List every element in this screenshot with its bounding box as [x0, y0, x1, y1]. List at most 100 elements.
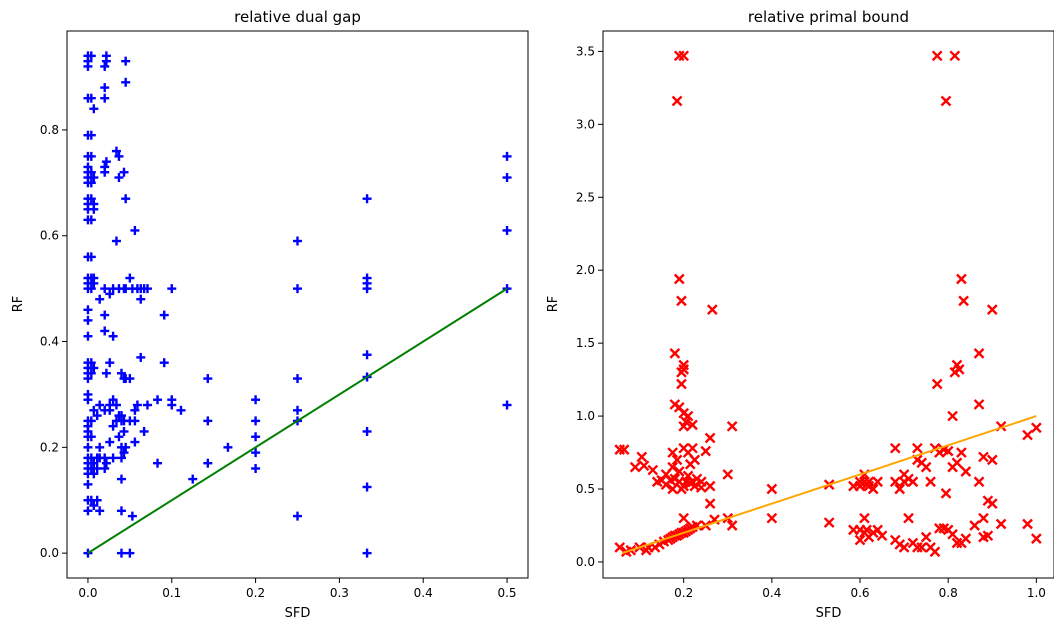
primal-bound-data-point [925, 476, 936, 488]
dual-gap-data-point [86, 51, 96, 61]
dual-gap-data-point [108, 421, 118, 431]
dual-gap-data-point [92, 495, 102, 505]
primal-bound-data-point [676, 295, 687, 307]
primal-bound-data-point [859, 512, 870, 524]
primal-bound-data-point [671, 454, 683, 466]
primal-bound-data-point [614, 542, 626, 553]
dual-gap-data-point [95, 442, 105, 452]
dual-gap-data-point [100, 83, 110, 93]
primal-bound-x-axis-label: SFD [816, 606, 842, 621]
primal-bound-data-point [956, 273, 967, 285]
dual-gap-data-point [362, 194, 372, 204]
primal-bound-y-tick-label: 0.5 [576, 482, 595, 496]
dual-gap-data-point [125, 548, 135, 558]
dual-gap-reference-line [87, 287, 508, 554]
primal-bound-reference-line [621, 415, 1037, 555]
dual-gap-data-point [89, 278, 99, 288]
dual-gap-x-tick-label: 0.2 [246, 586, 265, 600]
dual-gap-data-point [293, 511, 302, 521]
primal-bound-data-point [916, 542, 928, 553]
dual-gap-data-point [502, 151, 512, 161]
dual-gap-data-point [89, 458, 99, 468]
primal-bound-data-point [667, 461, 679, 473]
dual-gap-x-tick-label: 0.5 [497, 586, 516, 600]
dual-gap-data-point [111, 146, 121, 156]
dual-gap-data-point [116, 474, 126, 484]
dual-gap-subplot: relative dual gap 0.0 0.1 0.2 0.3 0.4 0.5 0.0… [11, 8, 529, 621]
primal-bound-data-point [673, 273, 685, 285]
dual-gap-title: relative dual gap [234, 8, 361, 26]
dual-gap-data-point [130, 437, 140, 447]
dual-gap-data-point [176, 405, 186, 415]
dual-gap-data-point [95, 294, 105, 304]
dual-gap-data-point [101, 157, 111, 167]
primal-bound-data-point [647, 464, 659, 476]
primal-bound-data-point [726, 520, 738, 531]
dual-gap-data-point [121, 194, 131, 204]
dual-gap-y-tick-label: 0.0 [40, 546, 59, 560]
primal-bound-y-tick-label: 3.5 [576, 44, 595, 58]
primal-bound-data-point [929, 546, 941, 558]
primal-bound-data-point [951, 457, 963, 469]
primal-bound-data-point [973, 399, 985, 410]
dual-gap-data-point [89, 469, 99, 479]
primal-bound-data-point [706, 304, 718, 315]
primal-bound-data-point [678, 364, 690, 375]
dual-gap-data-point [251, 463, 261, 473]
primal-bound-data-point [673, 466, 685, 477]
dual-gap-data-point [121, 442, 131, 452]
primal-bound-data-point [1022, 429, 1033, 441]
primal-bound-data-point [949, 50, 961, 62]
dual-gap-data-point [86, 368, 96, 378]
dual-gap-data-point [116, 453, 126, 463]
dual-gap-data-point [203, 458, 213, 468]
primal-bound-points [614, 50, 1042, 558]
dual-gap-data-point [89, 104, 99, 114]
primal-bound-data-point [700, 445, 712, 457]
primal-bound-data-point [876, 530, 888, 542]
dual-gap-data-point [203, 374, 213, 384]
dual-gap-data-point [130, 225, 140, 235]
primal-bound-axes-frame [602, 30, 1054, 579]
dual-gap-data-point [362, 350, 372, 360]
dual-gap-data-point [89, 501, 99, 511]
primal-bound-data-point [680, 416, 692, 428]
dual-gap-data-point [100, 167, 110, 177]
primal-bound-data-point [667, 447, 679, 458]
primal-bound-data-point [911, 442, 923, 454]
dual-gap-data-point [100, 326, 110, 336]
primal-bound-trend-line [621, 415, 1037, 555]
primal-bound-data-point [907, 476, 919, 488]
dual-gap-data-point [159, 310, 169, 320]
dual-gap-data-point [251, 432, 261, 442]
primal-bound-data-point [889, 442, 901, 454]
dual-gap-x-axis-label: SFD [285, 606, 311, 621]
primal-bound-data-point [678, 50, 690, 62]
primal-bound-y-tick-label: 2.5 [576, 190, 595, 204]
dual-gap-data-point [125, 273, 135, 283]
primal-bound-data-point [889, 476, 901, 488]
primal-bound-data-point [940, 488, 952, 499]
dual-gap-x-tick-label: 0.0 [78, 586, 97, 600]
primal-bound-data-point [947, 410, 958, 422]
dual-gap-y-tick-label: 0.8 [40, 123, 59, 137]
dual-gap-data-point [136, 294, 146, 304]
dual-gap-data-point [86, 178, 96, 188]
dual-gap-data-point [86, 252, 96, 262]
dual-gap-data-point [92, 463, 102, 473]
dual-gap-data-point [105, 358, 115, 368]
primal-bound-data-point [704, 498, 716, 509]
dual-gap-data-point [100, 310, 110, 320]
dual-gap-data-point [86, 215, 96, 225]
dual-gap-y-axis-label: RF [11, 296, 26, 313]
dual-gap-data-point [86, 93, 96, 103]
dual-gap-data-point [121, 77, 131, 87]
dual-gap-data-point [89, 405, 99, 415]
dual-gap-data-point [86, 358, 96, 368]
dual-gap-data-point [83, 331, 93, 341]
dual-gap-data-point [119, 426, 129, 436]
dual-gap-data-point [114, 432, 124, 442]
dual-gap-data-point [251, 416, 261, 426]
primal-bound-data-point [669, 348, 681, 359]
dual-gap-data-point [362, 482, 372, 492]
